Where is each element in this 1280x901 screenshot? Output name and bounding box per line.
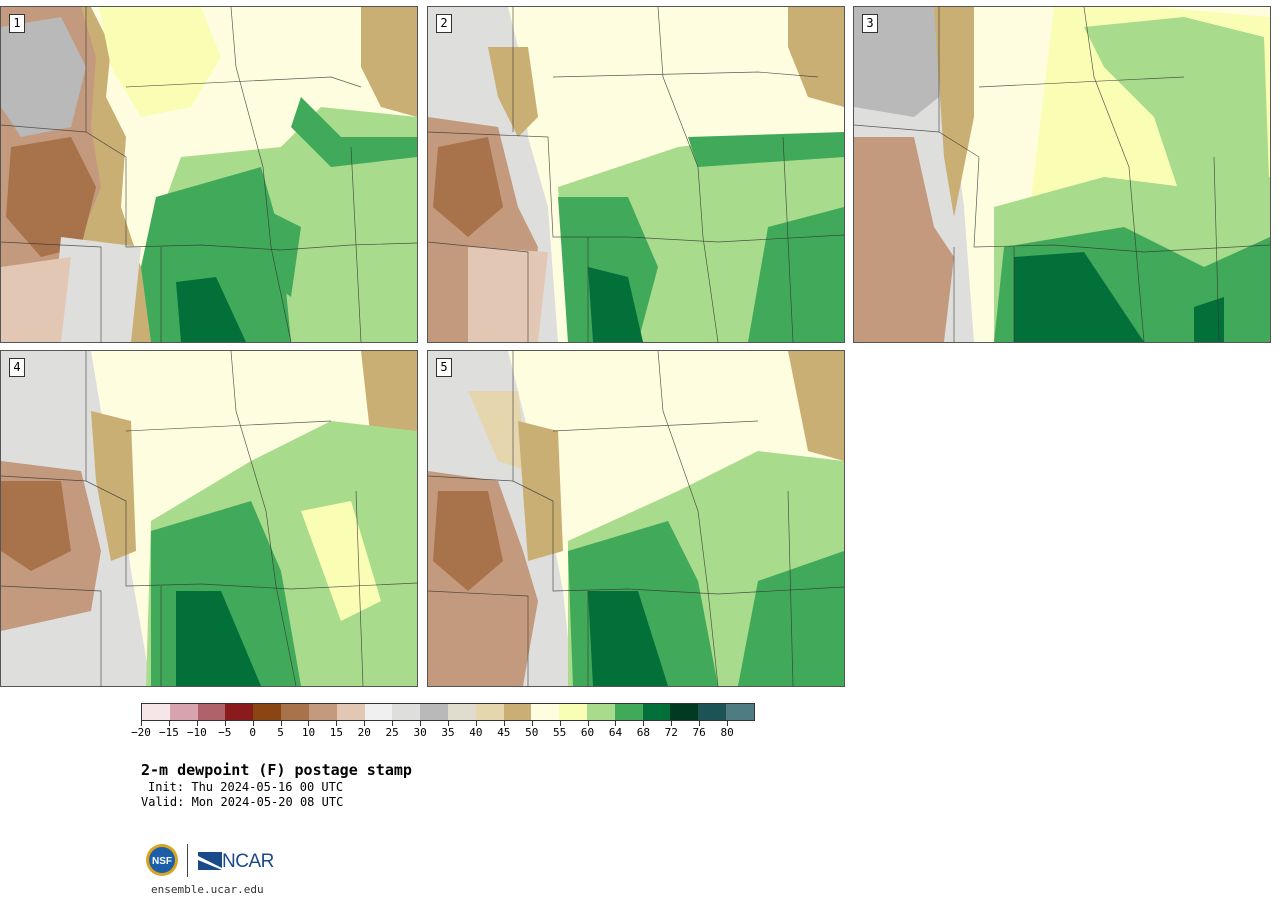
colorbar-swatch (420, 704, 448, 720)
dewpoint-map-2 (428, 7, 844, 342)
colorbar-swatch (392, 704, 421, 720)
colorbar-tick-label: 72 (664, 726, 678, 739)
colorbar-tick-label: 5 (277, 726, 284, 739)
svg-text:NSF: NSF (152, 856, 172, 867)
colorbar-tick-mark (475, 721, 477, 726)
colorbar-tick-label: 68 (636, 726, 650, 739)
dewpoint-map-3 (854, 7, 1270, 342)
colorbar-tick-label: −15 (158, 726, 179, 739)
colorbar-tick-mark (392, 721, 394, 726)
colorbar-tick-label: 15 (329, 726, 343, 739)
colorbar-tick-mark (615, 721, 617, 726)
colorbar-swatch (559, 704, 587, 720)
colorbar-tick-mark (224, 721, 226, 726)
colorbar-swatch (698, 704, 727, 720)
colorbar-swatch (642, 704, 671, 720)
panel-number-label: 5 (436, 358, 452, 377)
colorbar-tick-label: 76 (692, 726, 706, 739)
colorbar-tick-mark (141, 721, 142, 726)
colorbar-tick-label: 80 (720, 726, 734, 739)
colorbar-tick-label: 45 (497, 726, 511, 739)
colorbar-tick-mark (699, 721, 701, 726)
colorbar-tick-mark (308, 721, 310, 726)
dewpoint-map-5 (428, 351, 844, 686)
colorbar-swatch (447, 704, 476, 720)
colorbar-tick-label: 40 (469, 726, 483, 739)
chart-title: 2-m dewpoint (F) postage stamp (141, 761, 412, 779)
dewpoint-map-1 (1, 7, 417, 342)
colorbar-tick-mark (448, 721, 449, 726)
colorbar-swatch (614, 704, 643, 720)
colorbar-swatch (336, 704, 365, 720)
colorbar-swatch (587, 704, 615, 720)
colorbar-tick-mark (196, 721, 198, 726)
ncar-logo-text: NCAR (222, 851, 274, 872)
colorbar-tick-mark (727, 721, 729, 726)
panel-number-label: 3 (862, 14, 878, 33)
colorbar-tick-label: 0 (249, 726, 256, 739)
valid-time: Valid: Mon 2024-05-20 08 UTC (141, 795, 344, 809)
colorbar-swatch (169, 704, 198, 720)
colorbar-tick-mark (420, 721, 422, 726)
colorbar-swatch (197, 704, 226, 720)
colorbar-swatch (475, 704, 504, 720)
colorbar-tick-label: −20 (131, 726, 151, 739)
colorbar-tick-label: 50 (525, 726, 539, 739)
colorbar-tick-mark (168, 721, 170, 726)
forecast-panel-1: 1 (0, 6, 418, 343)
init-time: Init: Thu 2024-05-16 00 UTC (148, 780, 344, 794)
dewpoint-colorbar (141, 703, 755, 721)
forecast-panel-2: 2 (427, 6, 845, 343)
panel-number-label: 2 (436, 14, 452, 33)
colorbar-swatch (531, 704, 560, 720)
colorbar-swatch (726, 704, 754, 720)
colorbar-swatch (225, 704, 254, 720)
colorbar-swatch (142, 704, 170, 720)
colorbar-tick-label: −10 (186, 726, 207, 739)
colorbar-tick-mark (503, 721, 505, 726)
colorbar-tick-mark (643, 721, 645, 726)
panel-number-label: 4 (9, 358, 25, 377)
colorbar-tick-label: −5 (218, 726, 232, 739)
forecast-panel-5: 5 (427, 350, 845, 687)
colorbar-tick-mark (559, 721, 561, 726)
colorbar-tick-mark (336, 721, 338, 726)
colorbar-tick-label: 64 (608, 726, 623, 739)
forecast-panel-4: 4 (0, 350, 418, 687)
colorbar-swatch (308, 704, 337, 720)
colorbar-tick-label: 55 (553, 726, 567, 739)
colorbar-tick-mark (671, 721, 673, 726)
colorbar-tick-label: 25 (385, 726, 399, 739)
colorbar-swatch (670, 704, 699, 720)
colorbar-tick-mark (252, 721, 254, 726)
ncar-logo-icon (198, 852, 222, 870)
colorbar-tick-labels: −20 −15 −10 −5 0 5 10 15 20 25 30 35 40 45 50 55 60 64 68 7… (131, 721, 755, 742)
colorbar-swatch (503, 704, 532, 720)
colorbar-tick-mark (364, 721, 366, 726)
nsf-logo-icon: NSF (146, 844, 178, 876)
colorbar-swatch (253, 704, 282, 720)
colorbar-tick-label: 10 (301, 726, 316, 739)
colorbar-swatch (281, 704, 309, 720)
colorbar-tick-label: 30 (413, 726, 427, 739)
colorbar-tick-label: 60 (580, 726, 595, 739)
panel-number-label: 1 (9, 14, 25, 33)
colorbar-tick-label: 35 (441, 726, 455, 739)
colorbar-tick-label: 20 (357, 726, 371, 739)
colorbar-swatch (364, 704, 393, 720)
colorbar-tick-mark (280, 721, 282, 726)
dewpoint-map-4 (1, 351, 417, 686)
forecast-panel-3: 3 (853, 6, 1271, 343)
colorbar-tick-mark (531, 721, 533, 726)
logo-divider (187, 844, 188, 877)
colorbar-tick-mark (587, 721, 589, 726)
website-label: ensemble.ucar.edu (151, 883, 264, 896)
